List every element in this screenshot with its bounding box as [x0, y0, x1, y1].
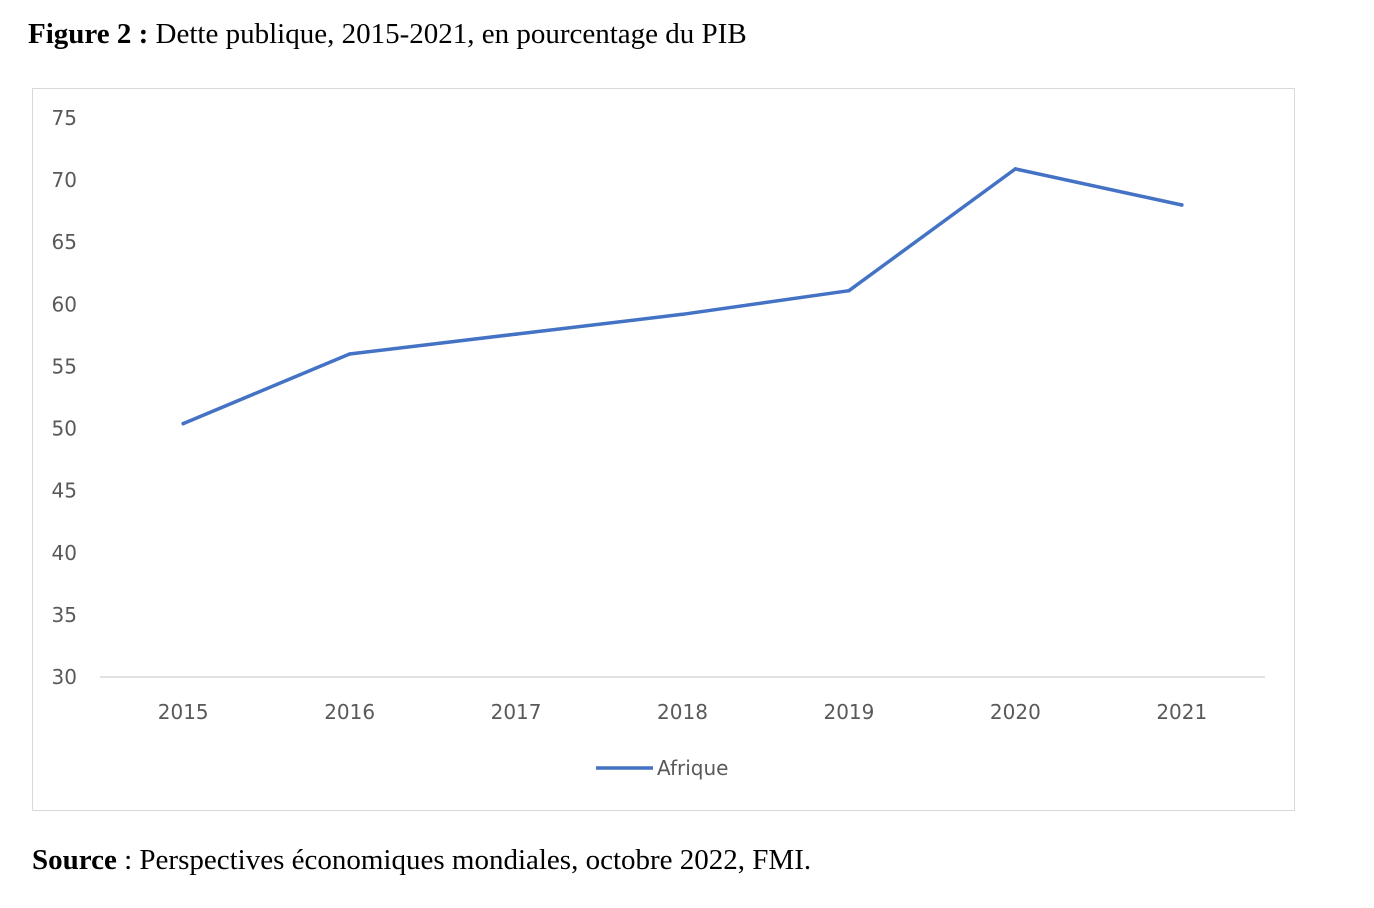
y-tick-label: 50	[52, 417, 77, 441]
figure-title: Figure 2 : Dette publique, 2015-2021, en…	[28, 14, 747, 54]
source-label: Source	[32, 844, 117, 876]
y-tick-label: 60	[52, 292, 77, 316]
y-tick-label: 40	[52, 541, 77, 565]
y-tick-label: 35	[52, 603, 77, 627]
legend-label-afrique: Afrique	[657, 756, 728, 780]
chart-frame	[32, 88, 1295, 811]
data-point	[1013, 167, 1018, 171]
x-tick-label: 2020	[990, 700, 1041, 724]
x-tick-label: 2016	[324, 700, 375, 724]
source-text: : Perspectives économiques mondiales, oc…	[116, 844, 812, 876]
series-line-afrique	[181, 167, 1184, 426]
data-point	[847, 288, 851, 293]
figure-label: Figure 2 :	[28, 18, 149, 50]
y-axis-ticks: 30 35 40 45 50 55 60 65 70 75	[52, 106, 77, 689]
data-point	[181, 421, 186, 426]
x-axis-ticks: 2015 2016 2017 2018 2019 2020 2021	[158, 700, 1207, 724]
data-point	[680, 312, 685, 317]
source-note: Source : Perspectives économiques mondia…	[32, 840, 811, 880]
data-point	[1179, 203, 1184, 207]
data-point	[514, 332, 518, 336]
y-tick-label: 65	[52, 230, 77, 254]
x-tick-label: 2018	[657, 700, 708, 724]
figure-caption: Dette publique, 2015-2021, en pourcentag…	[148, 18, 747, 50]
x-tick-label: 2017	[491, 700, 542, 724]
series-layer	[181, 167, 1184, 426]
x-tick-label: 2015	[158, 700, 209, 724]
y-tick-label: 45	[52, 479, 77, 503]
y-tick-label: 55	[52, 354, 77, 378]
data-point	[347, 352, 352, 356]
y-tick-label: 75	[52, 106, 77, 130]
x-tick-label: 2021	[1156, 700, 1207, 724]
y-tick-label: 30	[52, 665, 77, 689]
y-tick-label: 70	[52, 168, 77, 192]
legend: Afrique	[596, 756, 728, 780]
x-tick-label: 2019	[823, 700, 874, 724]
